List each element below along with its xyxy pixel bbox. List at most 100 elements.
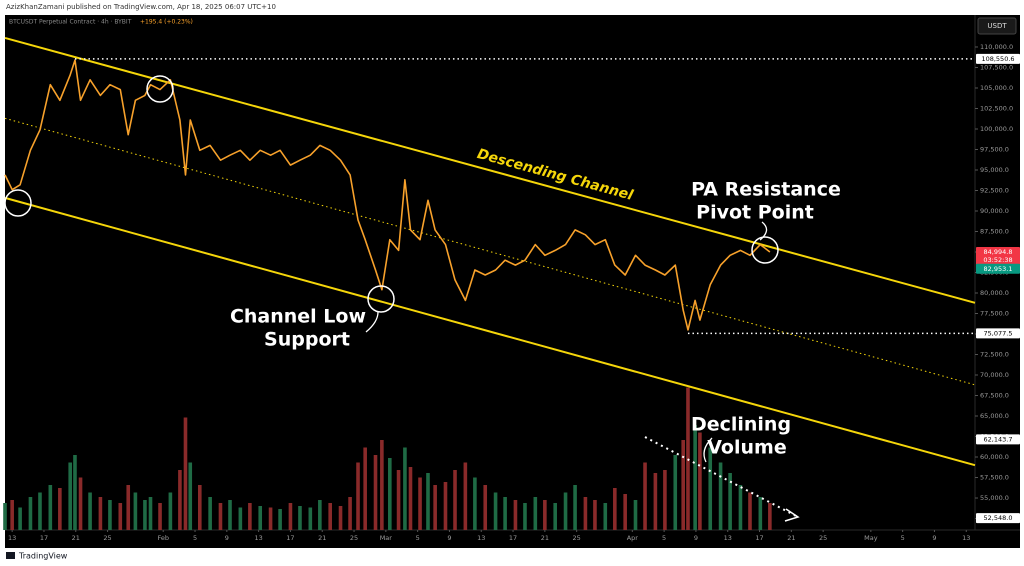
- highlight-circle: [367, 285, 395, 313]
- volume-bar: [643, 462, 647, 530]
- volume-bar: [248, 503, 252, 530]
- x-tick-label: 13: [962, 534, 970, 542]
- price-label: 75,077.5: [984, 329, 1013, 337]
- highlight-circle: [146, 75, 174, 103]
- x-tick-label: Feb: [157, 534, 169, 542]
- price-label-box: [976, 263, 1020, 274]
- volume-bar: [178, 470, 182, 530]
- volume-bar: [418, 477, 422, 530]
- x-tick-label: 25: [573, 534, 581, 542]
- volume-bar: [563, 492, 568, 530]
- annotation: Channel Low: [230, 306, 366, 328]
- volume-bar: [258, 506, 263, 530]
- volume-bar: [443, 482, 448, 530]
- y-tick-label: 87,500.0: [980, 227, 1009, 235]
- volume-bar: [10, 500, 14, 530]
- volume-bar: [18, 507, 22, 530]
- annotation: Declining: [691, 414, 791, 436]
- volume-bar: [408, 467, 413, 530]
- x-tick-label: May: [864, 534, 878, 542]
- volume-bar: [768, 503, 772, 530]
- volume-bar: [183, 417, 188, 530]
- volume-bar: [298, 506, 302, 530]
- x-tick-label: 5: [416, 534, 420, 542]
- price-label-box: [976, 513, 1020, 524]
- y-tick-label: 90,000.0: [980, 207, 1009, 215]
- volume-bar: [28, 497, 33, 530]
- x-tick-label: 13: [254, 534, 262, 542]
- channel-line: [4, 36, 976, 304]
- x-tick-label: 25: [819, 534, 827, 542]
- y-tick-label: 97,500.0: [980, 145, 1009, 153]
- volume-bar: [68, 462, 72, 530]
- volume-bar: [148, 497, 153, 530]
- volume-bar: [603, 503, 608, 530]
- arrow: [759, 221, 768, 241]
- volume-bar: [363, 447, 367, 530]
- y-tick-label: 70,000.0: [980, 371, 1009, 379]
- annotations: Descending Channel PA Resistance Pivot P…: [4, 53, 1020, 524]
- x-tick-label: 21: [72, 534, 80, 542]
- volume-bar: [356, 462, 360, 530]
- annotation: Volume: [707, 437, 786, 459]
- volume-bar: [583, 497, 588, 530]
- volume-bar: [218, 503, 223, 530]
- x-tick-label: 9: [694, 534, 698, 542]
- volume-bar: [328, 503, 332, 530]
- volume-bar: [268, 507, 273, 530]
- x-tick-label: 9: [932, 534, 936, 542]
- volume-bar: [758, 497, 763, 530]
- x-tick-label: 21: [541, 534, 549, 542]
- y-tick-label: 105,000.0: [980, 84, 1013, 92]
- x-tick-label: 13: [477, 534, 485, 542]
- volume-bar: [3, 503, 7, 530]
- price-label-box: [976, 53, 1020, 64]
- volume-bar: [396, 470, 401, 530]
- volume-bar: [463, 462, 468, 530]
- highlight-circle: [4, 189, 32, 217]
- volume-bar: [523, 503, 527, 530]
- volume-bar: [197, 485, 202, 530]
- channel-line: [4, 117, 976, 386]
- y-tick-label: 110,000.0: [980, 43, 1013, 51]
- volume-bar: [623, 494, 627, 530]
- brand: TradingView: [6, 552, 68, 561]
- x-tick-label: 5: [193, 534, 197, 542]
- volume-bar: [348, 497, 352, 530]
- y-tick-label: 80,000.0: [980, 289, 1009, 297]
- chart-title: BTCUSDT Perpetual Contract · 4h · BYBIT: [9, 19, 132, 26]
- volume-bar: [318, 500, 322, 530]
- y-tick-label: 77,500.0: [980, 310, 1009, 318]
- x-tick-label: 17: [509, 534, 517, 542]
- y-tick-label: 107,500.0: [980, 63, 1013, 71]
- y-tick-label: 100,000.0: [980, 125, 1013, 133]
- y-tick-label: 72,500.0: [980, 351, 1009, 359]
- y-tick-label: 65,000.0: [980, 412, 1009, 420]
- volume-bar: [426, 473, 430, 530]
- volume-bar: [98, 497, 103, 530]
- x-tick-label: 13: [724, 534, 732, 542]
- volume-bar: [118, 503, 123, 530]
- volume-bar: [88, 492, 92, 530]
- price-label-box: [976, 328, 1020, 339]
- volume-bar: [503, 497, 507, 530]
- volume-bar: [613, 488, 617, 530]
- x-tick-label: 17: [286, 534, 294, 542]
- volume-bar: [188, 462, 193, 530]
- arrow: [365, 311, 379, 333]
- channel-line: [4, 196, 976, 467]
- volume-bar: [473, 477, 477, 530]
- brand-name: TradingView: [18, 552, 68, 561]
- volume-bar: [693, 425, 697, 530]
- volume-bar: [681, 440, 686, 530]
- chart-background: [5, 15, 1020, 548]
- x-tick-label: 21: [787, 534, 795, 542]
- x-tick-label: 13: [8, 534, 16, 542]
- volume-bar: [133, 492, 138, 530]
- publisher-line: AzizKhanZamani published on TradingView.…: [6, 3, 276, 11]
- volume-bar: [748, 492, 752, 530]
- volume-bar: [673, 455, 678, 530]
- price-change: +195.4 (+0.23%): [140, 19, 193, 26]
- price-label-box: [976, 434, 1020, 445]
